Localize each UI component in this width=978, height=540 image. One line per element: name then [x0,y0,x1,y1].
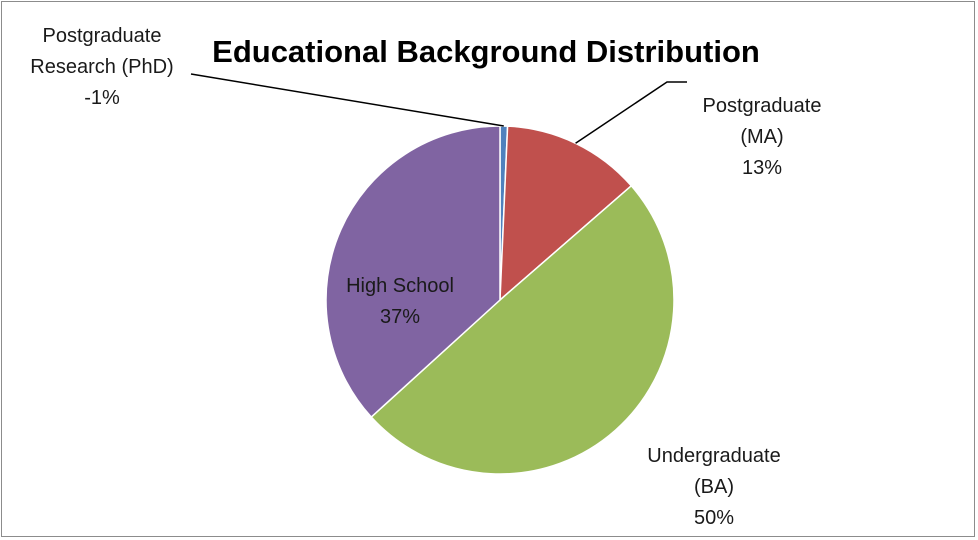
slice-undergraduate-ba [370,184,675,475]
data-labels: Postgraduate Research (PhD) -1% Postgraduat… [30,25,821,529]
leader-line-postgraduate-ma [575,81,687,144]
data-label-high-school: High School 37% [346,275,454,328]
chart-title: Educational Background Distribution [212,34,760,69]
slice-high-school [325,125,501,419]
data-label-postgraduate-ma: Postgraduate (MA) 13% [703,95,822,179]
leader-lines [190,73,687,144]
leader-line-postgraduate-research-phd [190,73,504,127]
slice-postgraduate-ma [499,125,633,302]
pie-slices [325,125,675,475]
data-label-postgraduate-research-phd: Postgraduate Research (PhD) -1% [30,25,173,109]
data-label-undergraduate-ba: Undergraduate (BA) 50% [647,445,780,529]
